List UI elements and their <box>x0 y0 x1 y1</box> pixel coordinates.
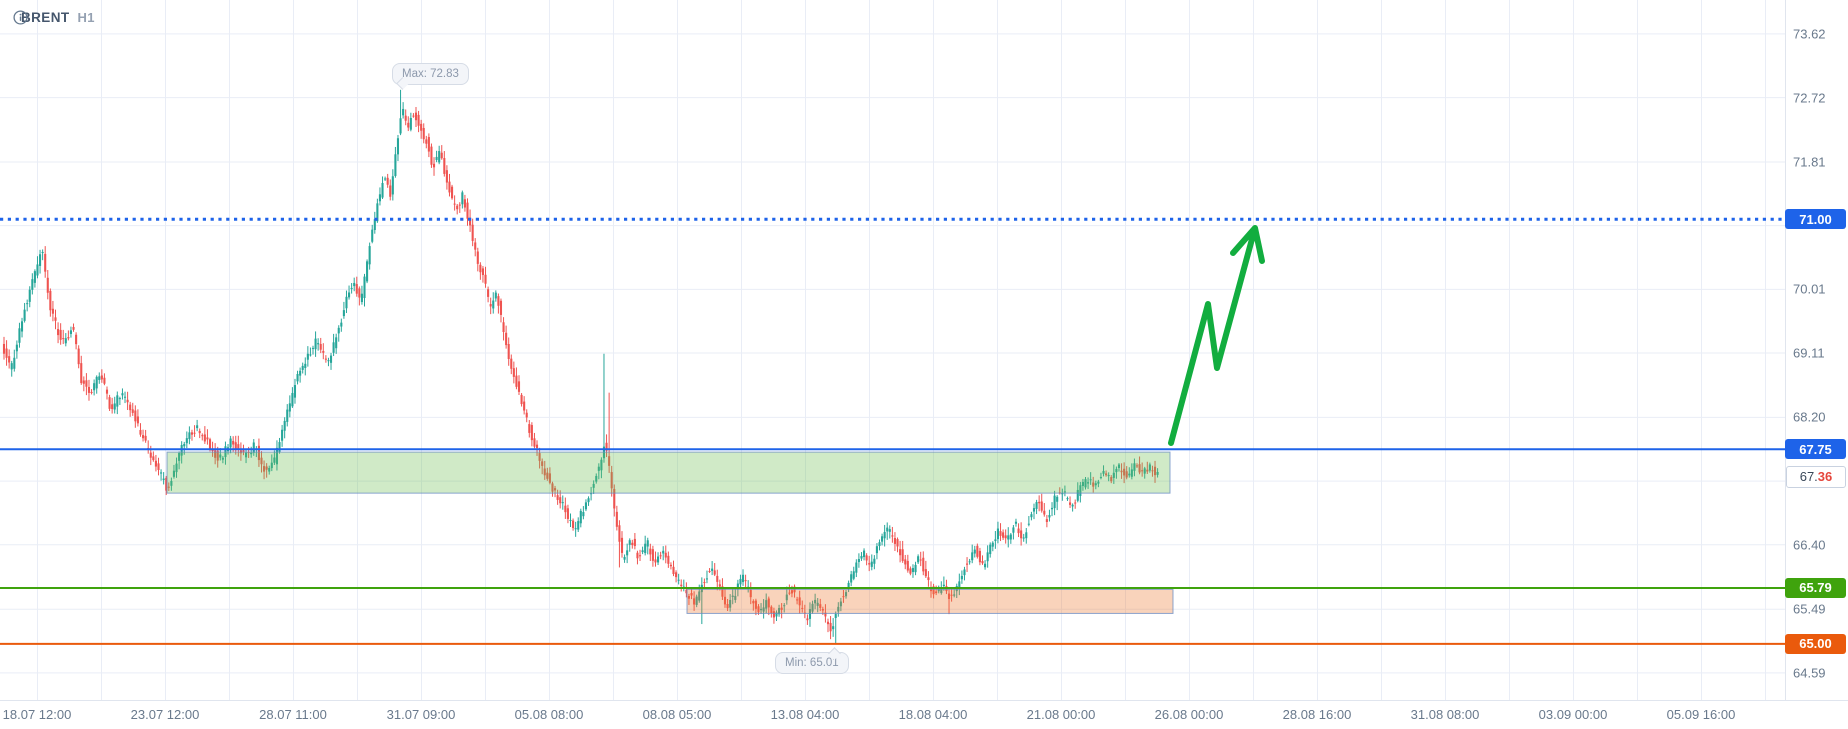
price-scale[interactable] <box>1785 0 1848 700</box>
up-arrow-annotation[interactable] <box>1168 225 1265 446</box>
chart-legend: BRENT H1 <box>13 10 95 25</box>
symbol-label: BRENT <box>21 10 70 25</box>
candlestick-series <box>2 89 1159 644</box>
timeframe-label: H1 <box>77 10 95 25</box>
time-scale[interactable] <box>0 700 1848 729</box>
zone-rectangles[interactable] <box>166 451 1174 614</box>
horizontal-price-lines[interactable] <box>0 217 1785 645</box>
resistance-support-zone[interactable] <box>166 451 1171 494</box>
grid-lines <box>0 0 1785 700</box>
demand-zone[interactable] <box>686 588 1174 614</box>
